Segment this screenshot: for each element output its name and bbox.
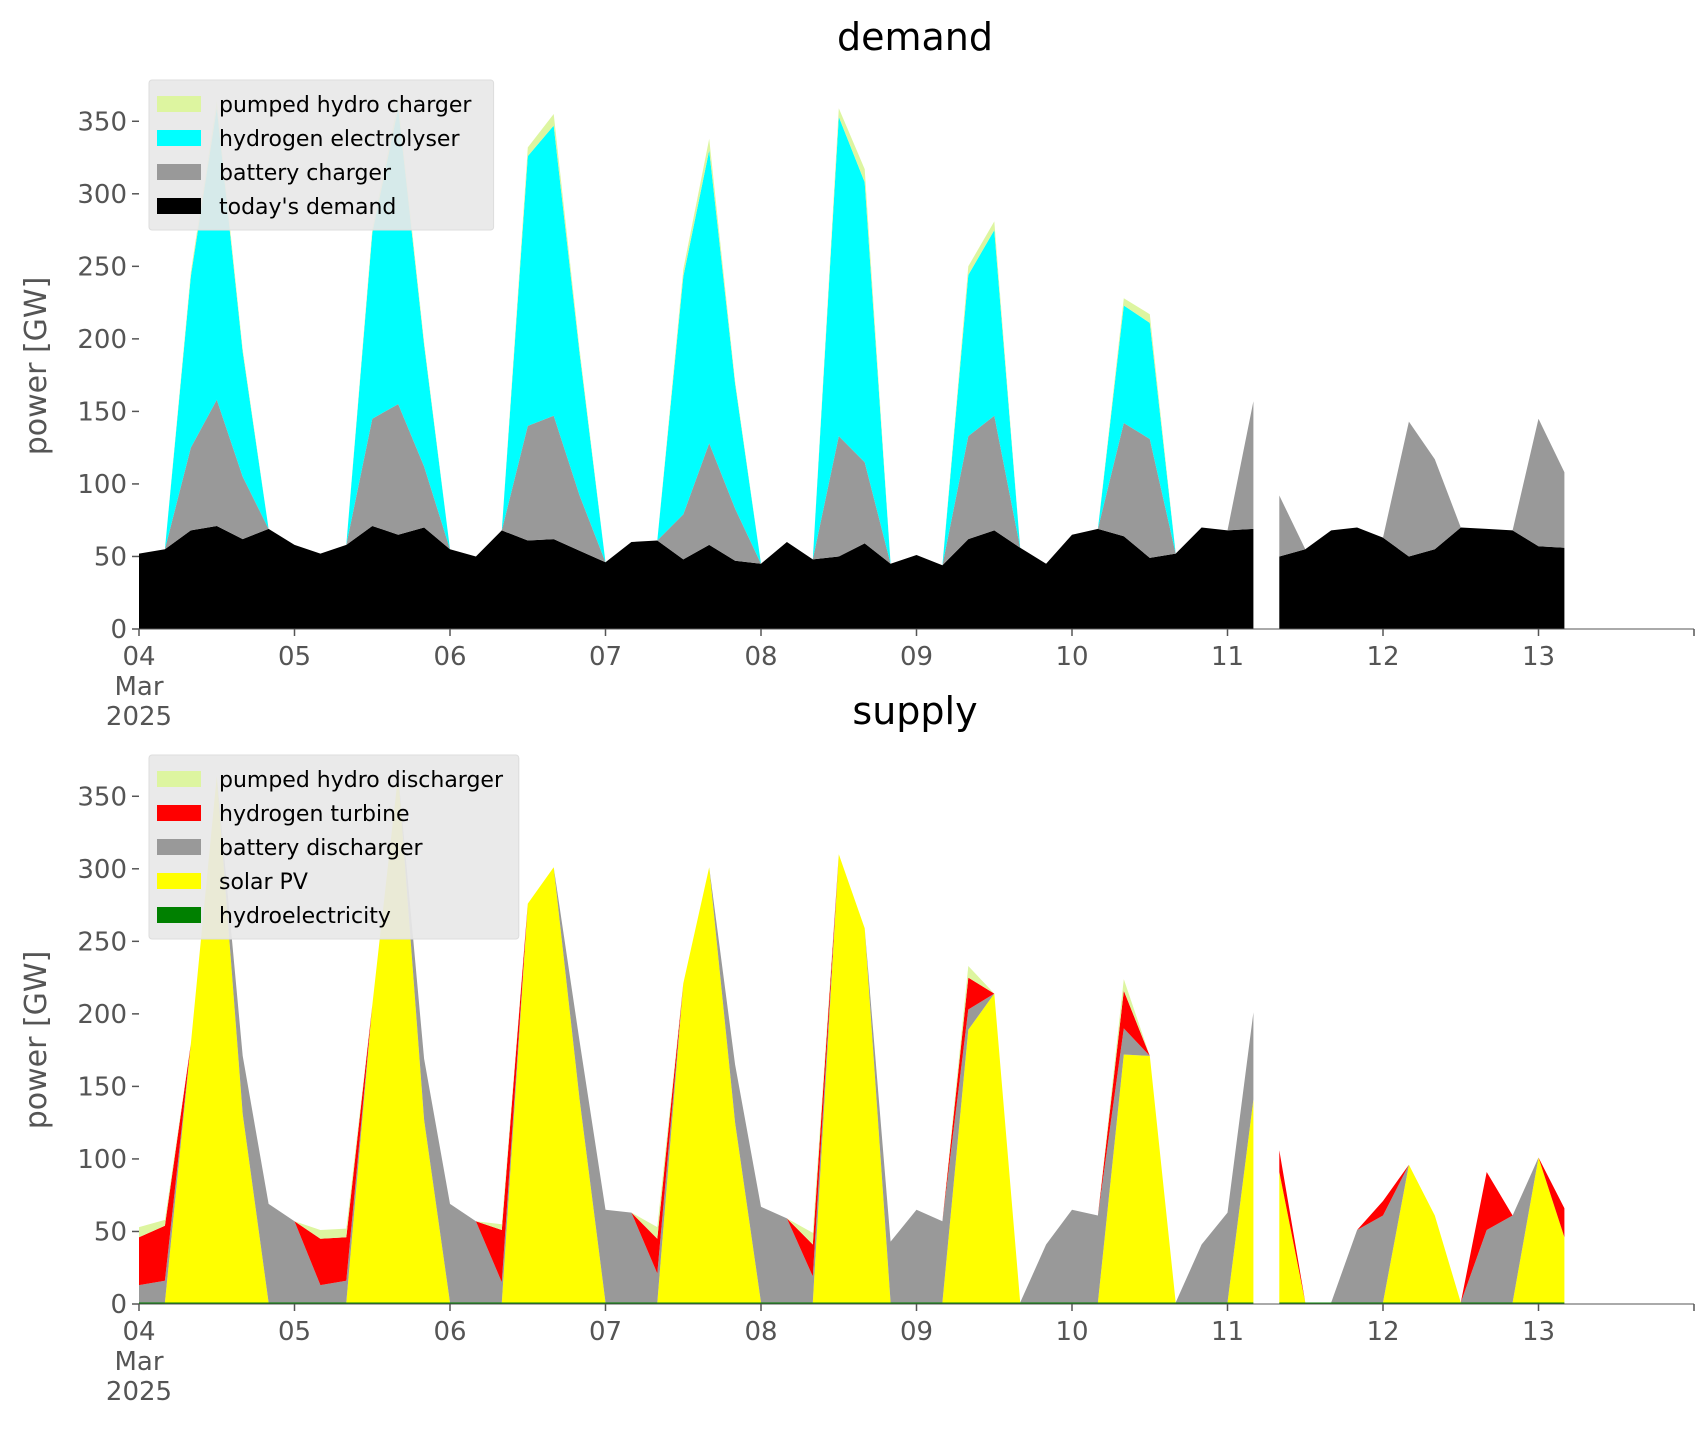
y-tick-label: 50 [94,542,127,572]
x-tick-label: 06 [433,642,466,672]
legend-swatch-pumped-hydro-discharger [157,771,201,787]
series-area-today-s-demand [139,526,1254,629]
x-tick-label: Mar [114,672,163,702]
legend-swatch-hydrogen-electrolyser [157,130,201,146]
legend-swatch-today-s-demand [157,198,201,214]
legend-label-hydrogen-electrolyser: hydrogen electrolyser [219,127,460,152]
y-tick-label: 300 [77,180,127,210]
legend-box [148,79,495,231]
supply-panel: supply power [GW] 04 05 06 07 08 09 10 11 12 13 Ma… [19,689,1695,1407]
x-tick-label: 07 [589,1317,622,1347]
x-tick-label: 05 [278,1317,311,1347]
x-tick-label: 07 [589,642,622,672]
x-tick-label: 04 [122,1317,155,1347]
y-tick-label: 350 [77,107,127,137]
y-tick-label: 200 [77,325,127,355]
series-area-solar-pv [1279,1157,1565,1303]
x-tick-label: 10 [1055,1317,1088,1347]
legend-swatch-hydrogen-turbine [157,805,201,821]
series-area-today-s-demand [1279,527,1565,629]
y-tick-label: 250 [77,252,127,282]
y-tick-label: 150 [77,1072,127,1102]
x-tick-label: 2025 [106,1377,172,1407]
x-tick-label: 09 [900,1317,933,1347]
demand-panel: demand power [GW] 04 05 06 07 08 09 10 11 12 13 Ma… [19,15,1695,732]
series-area-battery-charger [139,399,1254,566]
y-axis-label: power [GW] [19,277,54,456]
legend-label-hydrogen-turbine: hydrogen turbine [219,802,410,827]
y-tick-label: 350 [77,782,127,812]
x-tick-label: 13 [1522,1317,1555,1347]
x-tick-label: 12 [1366,1317,1399,1347]
legend-swatch-battery-discharger [157,839,201,855]
legend-label-hydroelectricity: hydroelectricity [219,904,391,929]
y-tick-label: 250 [77,927,127,957]
x-tick-label: 13 [1522,642,1555,672]
chart-title: supply [852,689,977,733]
x-tick-label: 09 [900,642,933,672]
legend: pumped hydro discharger hydrogen turbine b… [148,754,520,940]
series-area-solar-pv [139,774,1254,1303]
x-tick-label: 05 [278,642,311,672]
y-tick-label: 0 [110,1290,127,1320]
x-tick-label: 06 [433,1317,466,1347]
series-area-battery-charger [1279,418,1565,557]
x-tick-label: 11 [1211,1317,1244,1347]
y-tick-label: 50 [94,1217,127,1247]
legend-box [148,754,520,940]
series-area-hydrogen-turbine [1279,1150,1565,1303]
series-area-hydrogen-electrolyser [139,108,1254,566]
x-tick-label: Mar [114,1347,163,1377]
x-tick-label: 11 [1211,642,1244,672]
y-axis-label: power [GW] [19,951,54,1130]
legend-label-battery-charger: battery charger [219,161,392,186]
legend-label-solar-pv: solar PV [219,870,308,895]
legend-swatch-hydroelectricity [157,907,201,923]
chart-title: demand [837,15,993,59]
y-tick-label: 300 [77,855,127,885]
legend-label-battery-discharger: battery discharger [219,836,424,861]
y-tick-label: 100 [77,470,127,500]
legend-swatch-solar-pv [157,873,201,889]
x-tick-label: 04 [122,642,155,672]
legend: pumped hydro charger hydrogen electrolyse… [148,79,495,231]
legend-swatch-pumped-hydro-charger [157,96,201,112]
legend-swatch-battery-charger [157,164,201,180]
x-tick-label: 2025 [106,702,172,732]
x-tick-label: 08 [744,1317,777,1347]
x-tick-label: 08 [744,642,777,672]
x-tick-label: 12 [1366,642,1399,672]
y-tick-label: 150 [77,397,127,427]
legend-label-today-s-demand: today's demand [219,195,396,220]
y-tick-label: 200 [77,1000,127,1030]
y-tick-label: 0 [110,615,127,645]
series-area-battery-discharger [1279,1157,1565,1303]
legend-label-pumped-hydro-charger: pumped hydro charger [219,93,472,118]
legend-label-pumped-hydro-discharger: pumped hydro discharger [219,768,504,793]
area-layers [139,101,1565,629]
y-tick-label: 100 [77,1145,127,1175]
x-tick-label: 10 [1055,642,1088,672]
